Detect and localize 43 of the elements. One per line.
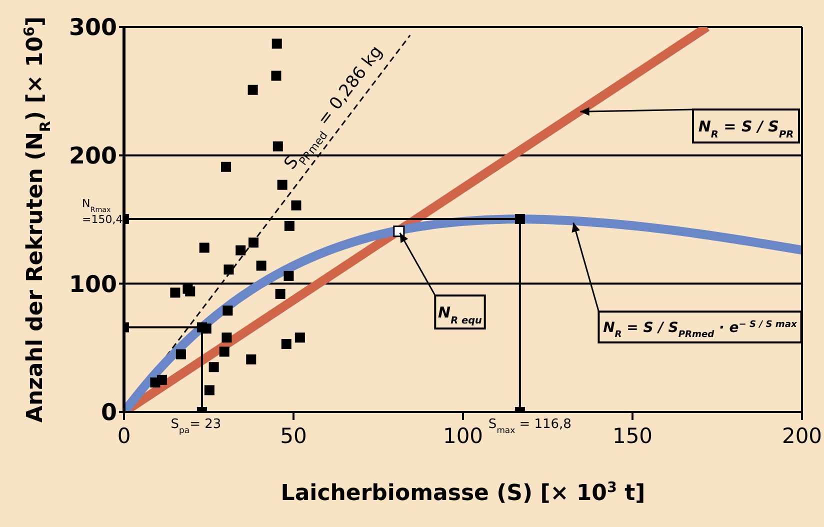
point — [156, 374, 167, 385]
point — [256, 260, 266, 271]
point — [199, 242, 210, 253]
point — [219, 346, 230, 357]
point — [246, 354, 256, 364]
y-tick-label: 200 — [68, 144, 117, 170]
annotation: S$_{pa}$= 23 — [170, 417, 222, 435]
point — [248, 238, 258, 248]
x-tick-label: 100 — [442, 424, 484, 448]
point — [272, 141, 283, 152]
x-tick-label: 50 — [280, 424, 307, 448]
x-tick-label: 150 — [612, 424, 653, 448]
point — [291, 200, 302, 210]
point — [294, 332, 305, 343]
point — [208, 362, 219, 372]
point — [222, 332, 232, 343]
x-axis-title: Laicherbiomasse (S) [× 10$^{3}$ t] — [280, 480, 646, 506]
point — [284, 270, 294, 281]
point — [393, 226, 405, 238]
annotation: S$_{max}$ = 116,8 — [488, 417, 572, 435]
point — [170, 288, 180, 298]
point — [277, 180, 288, 190]
x-tick-label: 200 — [782, 424, 822, 448]
point — [185, 286, 196, 296]
point — [222, 306, 233, 316]
point — [224, 264, 234, 275]
point — [275, 288, 286, 299]
point — [204, 385, 214, 396]
point — [284, 220, 294, 231]
point — [221, 162, 232, 172]
y-tick-label: 0 — [100, 400, 117, 426]
annotation: N$_{R}$ = S / S$_{PR}$ — [698, 117, 794, 140]
point — [272, 38, 282, 49]
point — [176, 349, 186, 360]
y-tick-label: 100 — [68, 272, 117, 298]
annotation: N$_{R}$ = S / S$_{PRmed}$ · e$^{− S / S max}$ — [603, 320, 798, 340]
point — [271, 70, 282, 81]
point — [248, 84, 258, 95]
annotation: N$_{R equ}$ — [438, 303, 482, 326]
point — [236, 245, 246, 256]
y-tick-label: 300 — [68, 15, 117, 42]
annotation: N$_{Rmax}$ =150,4 — [82, 196, 123, 226]
point — [281, 338, 292, 349]
